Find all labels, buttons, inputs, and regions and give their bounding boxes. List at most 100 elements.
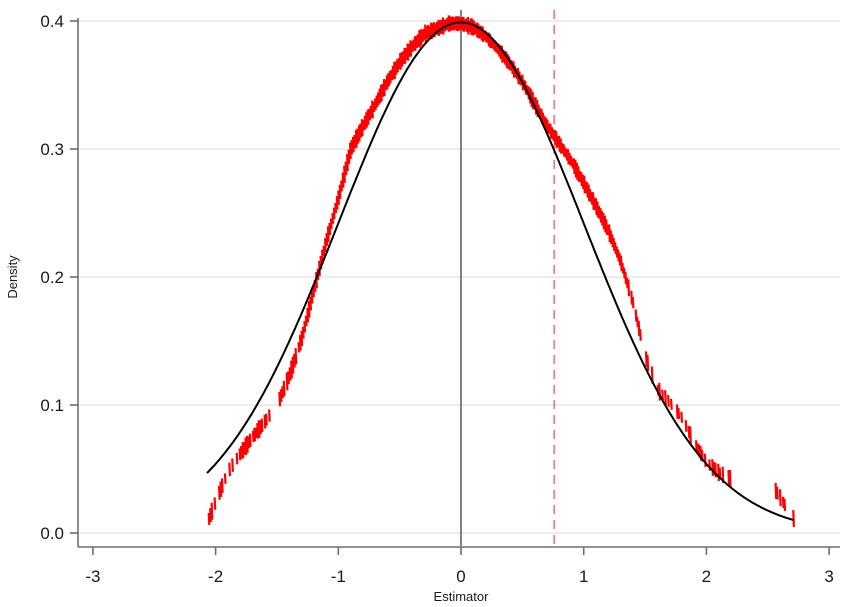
density-spike bbox=[326, 226, 330, 243]
density-spike bbox=[251, 430, 255, 442]
y-tick-label: 0.4 bbox=[40, 12, 64, 31]
density-spike bbox=[368, 108, 371, 121]
density-spike bbox=[424, 24, 427, 43]
density-spike bbox=[627, 279, 631, 297]
density-spike bbox=[360, 119, 364, 137]
density-spike bbox=[254, 427, 258, 438]
density-spike bbox=[689, 426, 692, 444]
density-spike bbox=[575, 162, 579, 180]
density-spike bbox=[619, 255, 623, 272]
density-spike bbox=[282, 380, 286, 397]
density-spike bbox=[419, 29, 423, 46]
density-spike bbox=[325, 233, 329, 246]
density-spike bbox=[616, 249, 620, 262]
density-spike bbox=[593, 197, 597, 211]
density-spike bbox=[428, 25, 432, 38]
density-spike bbox=[781, 496, 785, 509]
density-spike bbox=[371, 100, 374, 119]
density-spike bbox=[615, 246, 619, 258]
density-spike bbox=[775, 486, 779, 500]
density-spike bbox=[546, 119, 550, 134]
density-spike bbox=[559, 138, 563, 154]
density-spike bbox=[263, 414, 267, 429]
density-spike bbox=[422, 28, 426, 40]
density-spike bbox=[717, 463, 720, 482]
density-spike bbox=[344, 161, 348, 176]
density-spike bbox=[331, 213, 335, 224]
density-spike bbox=[446, 17, 449, 31]
density-spike bbox=[354, 129, 358, 148]
density-spike bbox=[350, 139, 354, 155]
density-spike bbox=[322, 245, 326, 256]
density-spike bbox=[257, 420, 261, 438]
x-tick-label: 0 bbox=[456, 567, 465, 586]
density-spike bbox=[391, 65, 395, 80]
density-spike bbox=[444, 19, 448, 31]
density-spike bbox=[418, 30, 421, 48]
density-spike bbox=[328, 222, 332, 236]
x-tick-label: -3 bbox=[85, 567, 100, 586]
density-spike bbox=[403, 47, 407, 64]
density-spike bbox=[658, 382, 661, 401]
density-spike bbox=[300, 330, 304, 347]
density-spike bbox=[410, 41, 414, 53]
density-spike bbox=[247, 436, 251, 449]
density-spike bbox=[412, 39, 416, 51]
density-spike bbox=[248, 433, 252, 447]
density-spike bbox=[240, 445, 243, 459]
density-spike bbox=[357, 125, 361, 142]
density-spike bbox=[415, 35, 419, 49]
density-spike bbox=[609, 230, 613, 244]
density-spike bbox=[228, 462, 232, 477]
density-spike bbox=[553, 129, 557, 146]
density-spike bbox=[443, 19, 447, 32]
density-spike bbox=[581, 174, 585, 190]
density-spike bbox=[253, 427, 257, 442]
density-spike bbox=[441, 17, 445, 35]
density-spike bbox=[669, 398, 673, 410]
y-axis-title: Density bbox=[5, 255, 20, 299]
y-axis-ticks: 0.0 0.1 0.2 0.3 0.4 bbox=[40, 12, 78, 543]
y-tick-label: 0.1 bbox=[40, 396, 64, 415]
density-spike bbox=[584, 181, 588, 194]
density-spike bbox=[606, 224, 610, 236]
density-spike bbox=[291, 356, 295, 374]
density-spike bbox=[562, 144, 566, 157]
density-spike bbox=[343, 165, 346, 183]
density-spike bbox=[347, 149, 351, 164]
density-spike bbox=[438, 20, 442, 35]
density-spike bbox=[639, 329, 642, 341]
density-spike bbox=[574, 159, 578, 178]
density-spike bbox=[675, 404, 679, 419]
normal-density-curve bbox=[206, 21, 794, 521]
density-spike bbox=[544, 117, 548, 131]
density-spike bbox=[260, 418, 264, 433]
density-spike bbox=[447, 15, 451, 32]
density-spike bbox=[310, 291, 314, 304]
density-spike bbox=[466, 16, 470, 35]
density-spike bbox=[207, 512, 211, 525]
density-spike bbox=[469, 18, 473, 36]
density-spike bbox=[356, 128, 360, 144]
density-spike bbox=[245, 435, 249, 453]
density-spike bbox=[580, 172, 583, 187]
density-spike bbox=[630, 290, 634, 305]
density-spike bbox=[390, 69, 394, 81]
density-spike bbox=[297, 342, 301, 353]
density-spike bbox=[614, 242, 617, 255]
density-spike bbox=[400, 52, 404, 67]
density-spike bbox=[301, 326, 305, 339]
x-axis-ticks: -3 -2 -1 0 1 2 3 bbox=[85, 547, 834, 586]
density-spike bbox=[359, 123, 363, 138]
density-spike bbox=[612, 237, 616, 251]
density-spike bbox=[209, 508, 212, 523]
density-spike bbox=[312, 286, 315, 298]
density-spike bbox=[477, 23, 480, 39]
density-spike bbox=[568, 152, 572, 166]
y-tick-label: 0.0 bbox=[40, 524, 64, 543]
density-spike bbox=[543, 116, 547, 128]
density-spike bbox=[588, 188, 592, 203]
density-spike bbox=[600, 210, 604, 226]
density-spike bbox=[561, 143, 564, 154]
